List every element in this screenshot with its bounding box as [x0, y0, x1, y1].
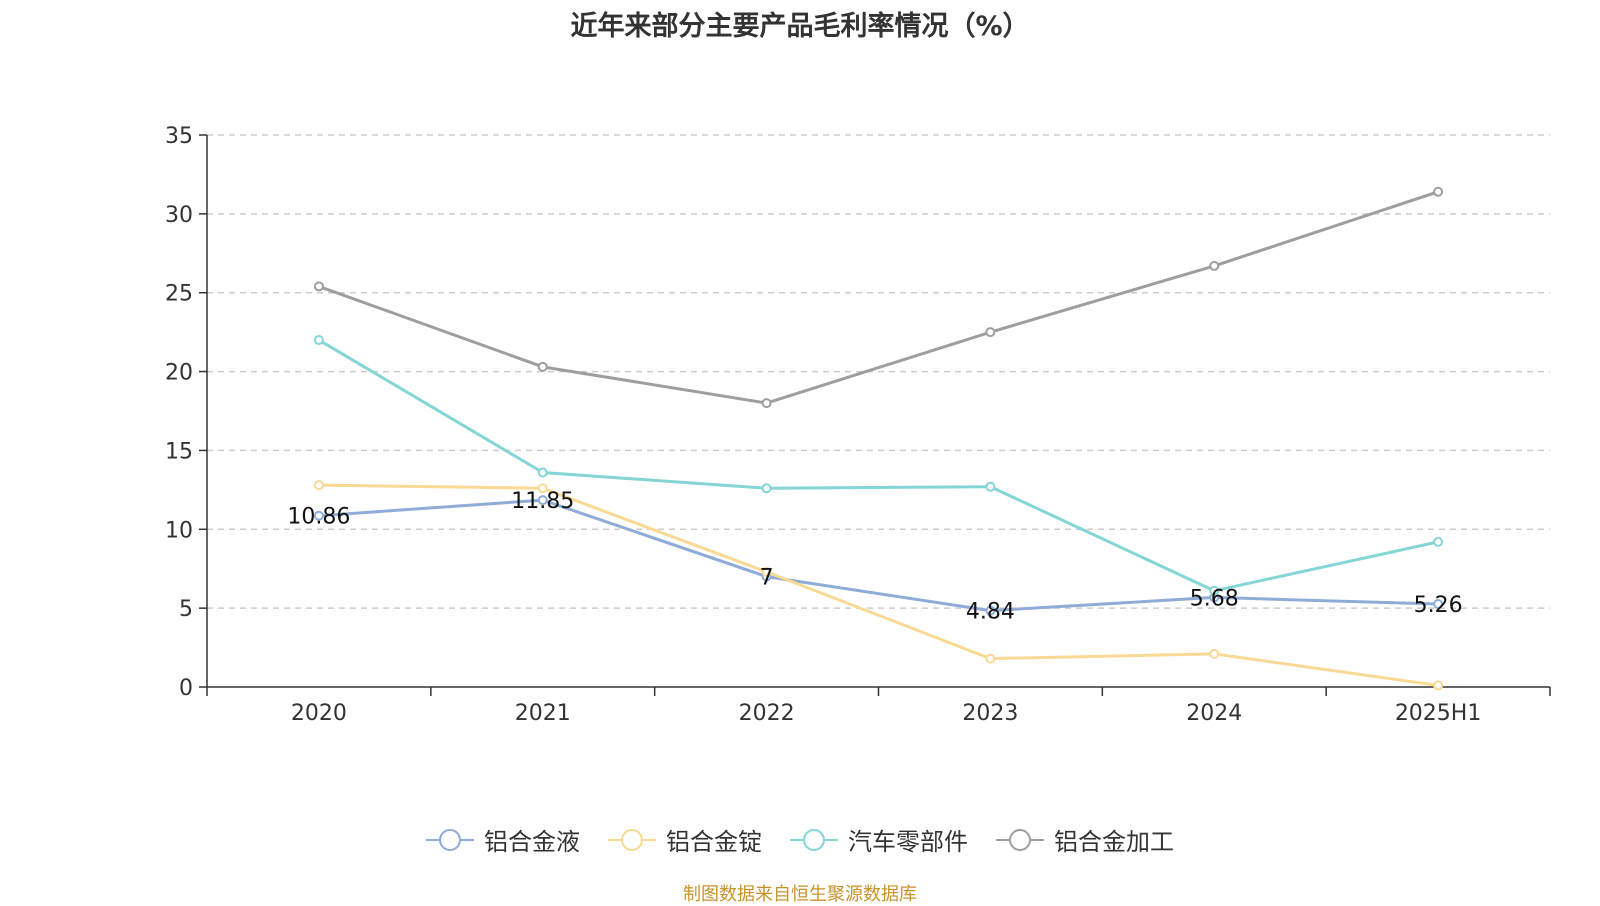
- series-line: [318, 498, 1439, 613]
- y-tick-label: 20: [165, 361, 193, 386]
- data-point[interactable]: [1209, 260, 1220, 271]
- legend-item[interactable]: 铝合金加工: [996, 822, 1174, 857]
- data-point[interactable]: [313, 281, 324, 292]
- y-tick-label: 25: [165, 282, 193, 307]
- data-label: 11.85: [511, 489, 574, 514]
- data-point[interactable]: [1209, 648, 1220, 659]
- x-tick-label: 2020: [291, 701, 347, 726]
- legend-item[interactable]: 汽车零部件: [790, 822, 968, 857]
- legend-marker-icon: [790, 828, 838, 851]
- y-tick-label: 15: [165, 439, 193, 464]
- legend-item[interactable]: 铝合金液: [426, 822, 580, 857]
- legend-marker-icon: [608, 828, 656, 851]
- data-labels: 10.86 11.85 7 4.84 5.68 5.26: [287, 489, 1462, 625]
- legend-label: 铝合金加工: [1054, 828, 1174, 856]
- legend: 铝合金液 铝合金锭 汽车零部件 铝合金加工: [0, 822, 1600, 857]
- x-tick-label: 2022: [739, 701, 795, 726]
- data-point[interactable]: [985, 605, 996, 616]
- legend-item[interactable]: 铝合金锭: [608, 822, 762, 857]
- data-point[interactable]: [985, 653, 996, 664]
- data-point[interactable]: [313, 480, 324, 491]
- data-point[interactable]: [537, 483, 548, 494]
- data-point[interactable]: [761, 566, 772, 577]
- legend-label: 汽车零部件: [848, 828, 968, 856]
- legend-label: 铝合金锭: [666, 828, 762, 856]
- data-label: 5.26: [1414, 593, 1463, 618]
- legend-label: 铝合金液: [484, 828, 580, 856]
- data-point[interactable]: [537, 467, 548, 478]
- series-line: [318, 190, 1439, 405]
- data-point[interactable]: [537, 361, 548, 372]
- x-tick-label: 2023: [962, 701, 1018, 726]
- data-point[interactable]: [985, 481, 996, 492]
- x-tick-label: 2021: [515, 701, 571, 726]
- data-point[interactable]: [1433, 680, 1444, 691]
- data-label: 7: [760, 566, 774, 591]
- y-tick-label: 30: [165, 203, 193, 228]
- legend-marker-icon: [426, 828, 474, 851]
- data-point[interactable]: [313, 510, 324, 521]
- series-line: [318, 483, 1439, 687]
- footer-source: 制图数据来自恒生聚源数据库: [683, 884, 917, 905]
- axes: 0 5 10 15 20 25 30 35 2020 2021 2022 2023 2024 2025H1: [165, 124, 1551, 726]
- x-tick-label: 2025H1: [1395, 701, 1482, 726]
- data-label: 10.86: [287, 505, 350, 530]
- legend-marker-icon: [996, 828, 1044, 851]
- series-line: [318, 338, 1439, 593]
- y-tick-label: 0: [179, 676, 193, 701]
- y-tick-label: 35: [165, 124, 193, 149]
- x-tick-label: 2024: [1186, 701, 1242, 726]
- chart-title: 近年来部分主要产品毛利率情况（%）: [570, 11, 1030, 42]
- y-tick-label: 5: [179, 597, 193, 622]
- data-point[interactable]: [1209, 585, 1220, 596]
- grid-lines: [207, 134, 1550, 609]
- data-point[interactable]: [1433, 186, 1444, 197]
- data-label: 4.84: [966, 600, 1015, 625]
- y-tick-label: 10: [165, 518, 193, 543]
- series-lines: [313, 186, 1444, 691]
- data-point[interactable]: [761, 398, 772, 409]
- data-point[interactable]: [313, 335, 324, 346]
- data-point[interactable]: [1433, 536, 1444, 547]
- data-point[interactable]: [985, 327, 996, 338]
- data-point[interactable]: [537, 495, 548, 506]
- data-point[interactable]: [761, 483, 772, 494]
- data-label: 5.68: [1190, 586, 1239, 611]
- data-point[interactable]: [1433, 599, 1444, 610]
